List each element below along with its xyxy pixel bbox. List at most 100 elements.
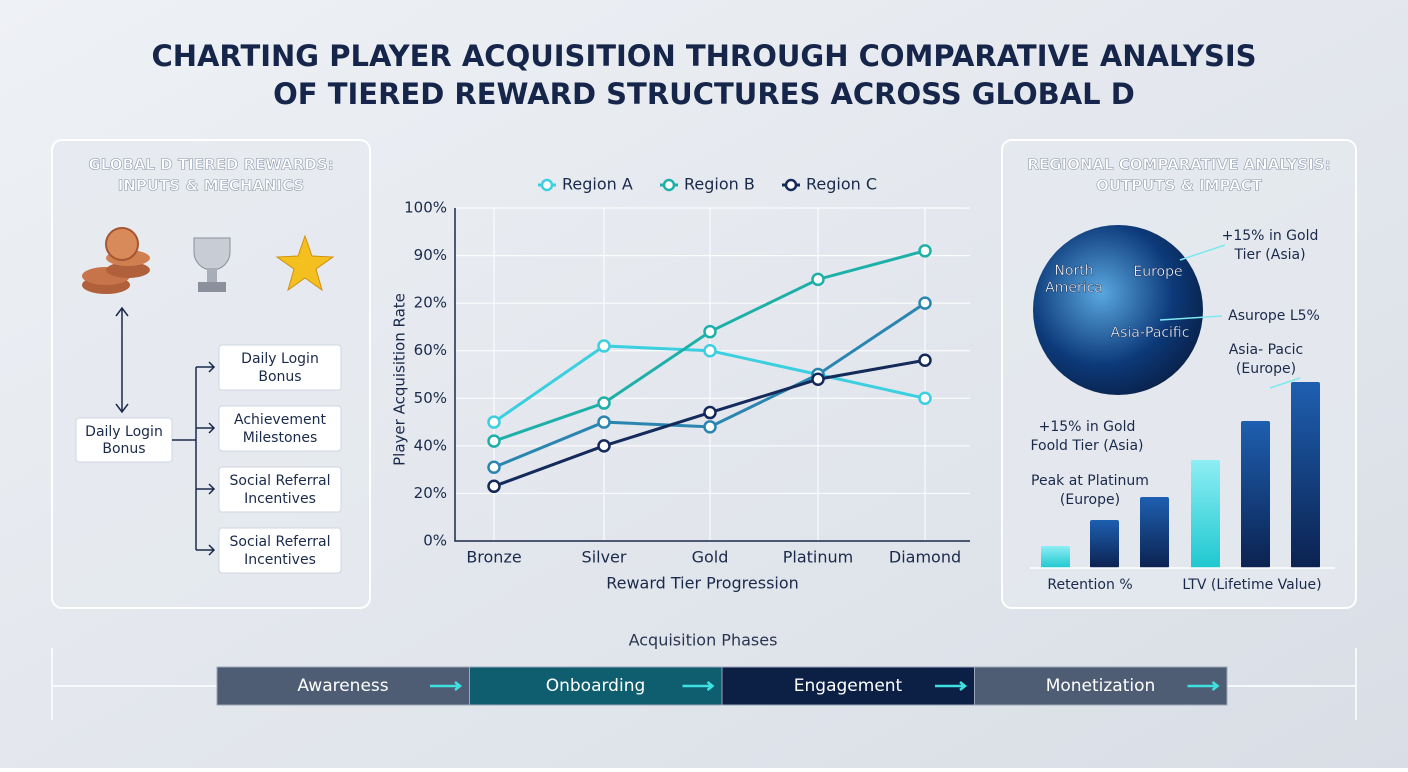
- panel-title: INPUTS & MECHANICS: [118, 177, 304, 195]
- globe-label: Asia-Pacific: [1111, 325, 1190, 341]
- x-tick-label: Gold: [692, 548, 729, 567]
- coins-icon: [82, 227, 150, 294]
- x-tick-label: Platinum: [783, 548, 853, 567]
- callout-label: Foold Tier (Asia): [1030, 438, 1143, 454]
- callout-label: +15% in Gold: [1222, 228, 1319, 244]
- item-box: [218, 405, 342, 452]
- y-tick-label: 20%: [414, 484, 447, 502]
- branch-arrow: [196, 422, 216, 434]
- legend-label: Region B: [684, 175, 755, 194]
- phase-step: [721, 666, 975, 706]
- y-tick-label: 60%: [414, 341, 447, 359]
- phases-title: Acquisition Phases: [629, 631, 778, 650]
- x-tick-label: Silver: [582, 548, 627, 567]
- decor-bar: [1140, 497, 1169, 568]
- y-tick-label: 40%: [414, 436, 447, 454]
- y-tick-label: 50%: [414, 389, 447, 407]
- point: [703, 405, 717, 420]
- phase-arrow: [1187, 681, 1220, 691]
- axes: [454, 208, 970, 542]
- branch-arrow: [196, 483, 216, 495]
- point: [918, 244, 932, 258]
- point: [597, 415, 611, 429]
- item-label: Social Referral: [230, 473, 331, 489]
- callout-label: +15% in Gold: [1039, 419, 1136, 435]
- point: [703, 420, 717, 434]
- y-tick-label: 100%: [404, 199, 447, 217]
- callout-label: Tier (Asia): [1233, 247, 1305, 263]
- point: [487, 479, 501, 494]
- decor-bar: [1291, 382, 1320, 568]
- phase-step: [469, 666, 723, 706]
- phase-label: Monetization: [1046, 676, 1156, 696]
- point: [487, 415, 501, 429]
- callout-label: Asurope L5%: [1228, 308, 1320, 324]
- point: [918, 391, 932, 406]
- decor-bar: [1041, 546, 1070, 568]
- point: [597, 439, 611, 453]
- point: [703, 324, 717, 339]
- point: [597, 396, 611, 410]
- panel-title: REGIONAL COMPARATIVE ANALYSIS:: [1027, 156, 1330, 174]
- globe-label: America: [1045, 280, 1103, 296]
- callout-label: Asia- Pacic: [1229, 342, 1304, 358]
- box-label: Daily Login: [85, 424, 163, 440]
- panel-title: GLOBAL D TIERED REWARDS:: [88, 156, 333, 174]
- item-label: Milestones: [243, 430, 318, 446]
- legend-label: Region A: [562, 175, 633, 194]
- y-tick-label: 90%: [414, 246, 447, 264]
- branch-arrow: [196, 544, 216, 556]
- callout-label: Peak at Platinum: [1031, 473, 1149, 489]
- x-tick-label: Bronze: [466, 548, 521, 567]
- point: [811, 272, 825, 287]
- callout-label: (Europe): [1236, 361, 1296, 377]
- title: OF TIERED REWARD STRUCTURES ACROSS GLOBA…: [273, 77, 1135, 111]
- decor-bar: [1241, 421, 1270, 568]
- phase-step: [216, 666, 470, 706]
- x-axis-label: Reward Tier Progression: [606, 574, 799, 593]
- item-label: Bonus: [258, 369, 301, 385]
- phase-arrow: [430, 681, 463, 691]
- callout-lines: [1159, 244, 1301, 389]
- globe-label: North: [1054, 263, 1093, 279]
- globe: [1033, 225, 1203, 395]
- item-label: Incentives: [244, 552, 316, 568]
- item-label: Social Referral: [230, 534, 331, 550]
- phase-arrow: [682, 681, 715, 691]
- point: [597, 339, 611, 353]
- y-tick-label: 20%: [414, 294, 447, 312]
- phase-arrow: [935, 681, 968, 691]
- point: [487, 434, 501, 448]
- bar-label: LTV (Lifetime Value): [1182, 577, 1321, 593]
- point: [918, 353, 932, 367]
- item-box: [218, 527, 342, 574]
- bar-label: Retention %: [1047, 577, 1132, 593]
- item-label: Daily Login: [241, 351, 319, 367]
- title: CHARTING PLAYER ACQUISITION THROUGH COMP…: [151, 39, 1256, 73]
- callout-label: (Europe): [1060, 492, 1120, 508]
- legend-marker: [784, 178, 798, 192]
- item-label: Achievement: [234, 412, 326, 428]
- arrowheads: [115, 306, 129, 414]
- decor-bar: [1191, 460, 1220, 568]
- phase-label: Awareness: [297, 676, 388, 696]
- point: [703, 343, 717, 358]
- star-icon: [275, 234, 335, 292]
- box-label: Bonus: [102, 441, 145, 457]
- point: [918, 296, 932, 310]
- legend-label: Region C: [806, 175, 877, 194]
- y-axis-label: Player Acquisition Rate: [391, 293, 409, 466]
- decor-bar: [1090, 520, 1119, 568]
- item-box: [218, 466, 342, 513]
- point: [811, 372, 825, 387]
- phase-frame: [51, 648, 1357, 720]
- panel-title: OUTPUTS & IMPACT: [1096, 177, 1263, 195]
- globe-label: Europe: [1133, 264, 1182, 280]
- trophy-icon: [193, 237, 231, 292]
- phase-label: Onboarding: [546, 676, 646, 696]
- branch-arrow: [196, 361, 216, 373]
- tree-connector: [172, 367, 197, 550]
- item-box: [218, 344, 342, 391]
- phase-step: [974, 666, 1228, 706]
